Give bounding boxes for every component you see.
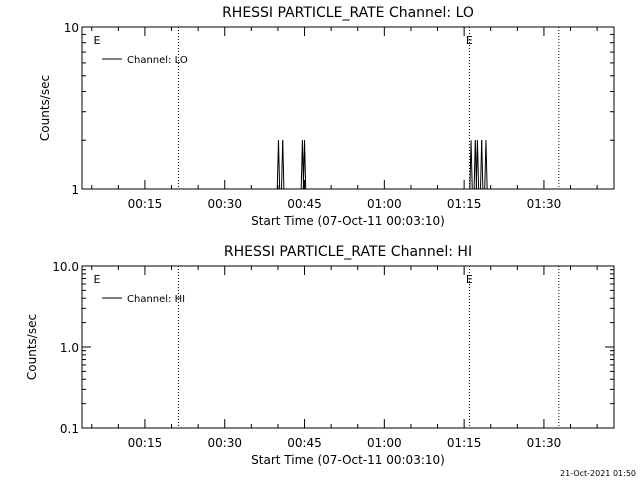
- x-tick-label: 00:15: [128, 436, 163, 450]
- x-tick-label: 00:30: [207, 436, 242, 450]
- legend-label: Channel: LO: [127, 55, 188, 66]
- x-tick-label: 00:45: [287, 436, 322, 450]
- y-tick-label: 10.0: [52, 260, 79, 274]
- plot-frame: [81, 26, 615, 190]
- data-spike: [476, 140, 480, 190]
- data-spike: [485, 140, 488, 190]
- y-tick-label: 1.0: [60, 341, 79, 355]
- chart-title: RHESSI PARTICLE_RATE Channel: LO: [222, 5, 474, 21]
- x-tick-label: 01:15: [447, 436, 482, 450]
- footer-timestamp: 21-Oct-2021 01:50: [560, 469, 636, 478]
- data-spike: [481, 140, 484, 190]
- y-tick-label: 0.1: [60, 422, 79, 436]
- chart-panel-2: RHESSI PARTICLE_RATE Channel: HI 00:15 00:…: [25, 244, 615, 467]
- y-tick-label: 10: [64, 21, 79, 35]
- data-spike: [304, 140, 307, 190]
- x-tick-label: 01:00: [367, 197, 402, 211]
- event-marker-label: E: [94, 34, 101, 47]
- x-tick-label: 00:15: [128, 197, 163, 211]
- plot-frame: [81, 265, 615, 429]
- y-axis-label: Counts/sec: [25, 314, 39, 380]
- event-marker-label: E: [466, 273, 473, 286]
- x-tick-label: 01:00: [367, 436, 402, 450]
- x-tick-label: 01:30: [527, 436, 562, 450]
- x-axis-label: Start Time (07-Oct-11 00:03:10): [251, 453, 445, 467]
- x-tick-label: 00:45: [287, 197, 322, 211]
- x-tick-label: 01:15: [447, 197, 482, 211]
- x-tick-label: 00:30: [207, 197, 242, 211]
- legend: Channel: LO: [102, 55, 188, 66]
- y-axis-label: Counts/sec: [38, 75, 52, 141]
- x-axis-label: Start Time (07-Oct-11 00:03:10): [251, 214, 445, 228]
- chart-panel-1: RHESSI PARTICLE_RATE Channel: LO 00:15 00:…: [38, 5, 615, 228]
- chart-title: RHESSI PARTICLE_RATE Channel: HI: [224, 244, 472, 260]
- data-spike: [470, 140, 473, 190]
- y-tick-label: 1: [71, 183, 79, 197]
- data-spike: [277, 140, 281, 190]
- event-marker-label: E: [94, 273, 101, 286]
- legend-label: Channel: HI: [127, 294, 185, 305]
- legend: Channel: HI: [102, 294, 185, 305]
- event-marker-label: E: [466, 34, 473, 47]
- x-tick-label: 01:30: [527, 197, 562, 211]
- data-spike: [282, 140, 285, 190]
